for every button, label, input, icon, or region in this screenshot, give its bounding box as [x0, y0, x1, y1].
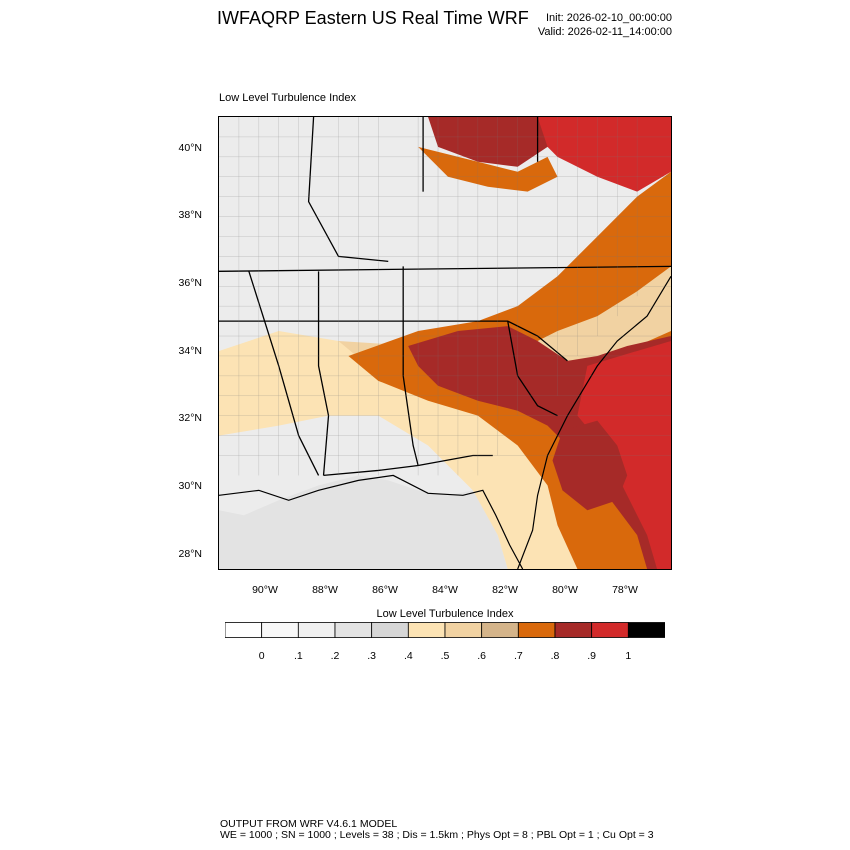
colorbar-label: .4: [403, 650, 413, 662]
lat-label-30n: 30°N: [178, 480, 202, 492]
lon-label-82w: 82°W: [492, 584, 518, 596]
footer-config: WE = 1000 ; SN = 1000 ; Levels = 38 ; Di…: [220, 829, 654, 841]
colorbar-label: 0: [258, 650, 265, 662]
turbulence-map: [218, 116, 672, 570]
valid-time: Valid: 2026-02-11_14:00:00: [537, 26, 672, 38]
colorbar-label: .5: [440, 650, 450, 662]
map-field-label: Low Level Turbulence Index: [219, 92, 356, 104]
lat-label-34n: 34°N: [178, 345, 202, 357]
colorbar-swatch: [517, 622, 556, 638]
colorbar-swatch: [297, 622, 336, 638]
page-title: IWFAQRP Eastern US Real Time WRF: [217, 8, 529, 28]
gulf-of-mexico: [219, 475, 508, 569]
colorbar-swatch: [225, 622, 263, 638]
colorbar-label: .8: [550, 650, 560, 662]
lon-label-88w: 88°W: [312, 584, 338, 596]
init-time: Init: 2026-02-10_00:00:00: [546, 12, 672, 24]
colorbar-swatch: [261, 622, 299, 638]
colorbar-label: 1: [625, 650, 632, 662]
northeast-red: [537, 117, 671, 192]
moderate-zone: [219, 331, 578, 569]
lon-label-78w: 78°W: [612, 584, 638, 596]
colorbar-label: .3: [367, 650, 377, 662]
lon-label-86w: 86°W: [372, 584, 398, 596]
colorbar-swatch: [371, 622, 409, 638]
colorbar-title: Low Level Turbulence Index: [376, 608, 514, 620]
colorbar-swatch: [444, 622, 483, 638]
colorbar-swatch: [334, 622, 373, 638]
colorbar-swatch: [627, 622, 665, 638]
colorbar: [225, 622, 665, 638]
north-orange: [418, 146, 558, 192]
colorbar-label: .7: [513, 650, 523, 662]
lon-label-80w: 80°W: [552, 584, 578, 596]
colorbar-swatch: [591, 622, 629, 638]
colorbar-swatch: [481, 622, 519, 638]
lon-label-84w: 84°W: [432, 584, 458, 596]
colorbar-label: .2: [330, 650, 340, 662]
lat-label-28n: 28°N: [178, 548, 202, 560]
footer-model: OUTPUT FROM WRF V4.6.1 MODEL: [220, 818, 398, 830]
colorbar-swatch: [554, 622, 593, 638]
lat-label-38n: 38°N: [178, 209, 202, 221]
offshore-red: [577, 341, 671, 569]
lon-label-90w: 90°W: [252, 584, 278, 596]
lat-label-40n: 40°N: [178, 142, 202, 154]
colorbar-label: .9: [587, 650, 597, 662]
lat-label-36n: 36°N: [178, 277, 202, 289]
colorbar-label: .6: [477, 650, 487, 662]
lat-label-32n: 32°N: [178, 412, 202, 424]
colorbar-label: .1: [293, 650, 303, 662]
offshore-inner: [552, 420, 628, 511]
colorbar-swatch: [407, 622, 446, 638]
county-lines: [219, 117, 671, 476]
coastline: [219, 275, 671, 569]
